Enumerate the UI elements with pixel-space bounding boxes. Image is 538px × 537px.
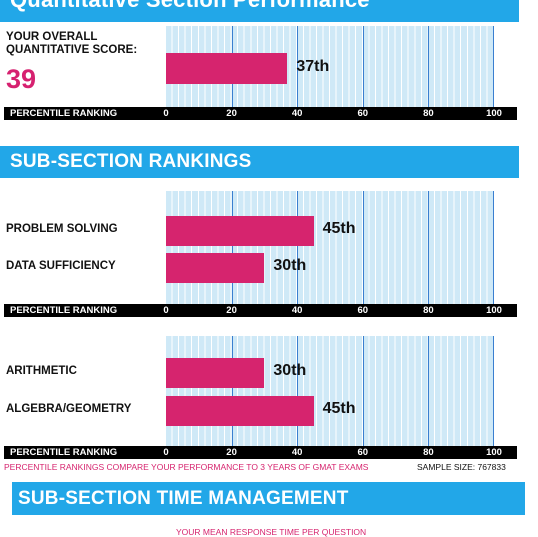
overall-percentile-chart bbox=[166, 26, 494, 107]
gridline bbox=[428, 26, 430, 107]
tick-label: 60 bbox=[357, 305, 369, 316]
overall-score-label-line1: YOUR OVERALL bbox=[6, 31, 98, 43]
overall-score-value: 39 bbox=[6, 64, 37, 94]
gridline bbox=[362, 191, 364, 304]
tick-label: 0 bbox=[163, 305, 169, 316]
tick-label: 100 bbox=[486, 108, 502, 119]
gridline bbox=[428, 336, 430, 446]
axis-title: PERCENTILE RANKING bbox=[10, 108, 118, 119]
subsection-chart-arith-alg bbox=[166, 336, 494, 446]
percentile-axis: PERCENTILE RANKING 0 20 40 60 80 100 bbox=[4, 107, 517, 120]
category-label: ARITHMETIC bbox=[6, 365, 77, 377]
tick-label: 80 bbox=[423, 108, 434, 119]
gridline bbox=[493, 336, 494, 446]
tick-label: 100 bbox=[486, 305, 502, 316]
axis-title: PERCENTILE RANKING bbox=[10, 305, 118, 316]
tick-label: 40 bbox=[291, 108, 303, 119]
axis-title: PERCENTILE RANKING bbox=[10, 447, 118, 458]
tick-label: 80 bbox=[423, 447, 434, 458]
percentile-bar bbox=[166, 396, 314, 426]
tick-label: 60 bbox=[357, 108, 369, 119]
percentile-bar bbox=[166, 216, 314, 246]
tick-label: 40 bbox=[291, 305, 303, 316]
tick-label: 60 bbox=[357, 447, 369, 458]
percentile-footnote: PERCENTILE RANKINGS COMPARE YOUR PERFORM… bbox=[4, 462, 369, 472]
tick-label: 40 bbox=[291, 447, 303, 458]
tick-label: 0 bbox=[163, 108, 169, 119]
response-time-caption: YOUR MEAN RESPONSE TIME PER QUESTION bbox=[176, 527, 367, 537]
gridline bbox=[297, 191, 299, 304]
percentile-bar bbox=[166, 358, 265, 388]
time-management-banner: SUB-SECTION TIME MANAGEMENT bbox=[12, 482, 525, 515]
gridline bbox=[362, 26, 364, 107]
percentile-bar bbox=[166, 253, 265, 283]
tick-label: 100 bbox=[486, 447, 502, 458]
tick-label: 20 bbox=[226, 447, 237, 458]
data-label: 30th bbox=[273, 257, 307, 274]
category-label: PROBLEM SOLVING bbox=[6, 223, 118, 235]
category-label: DATA SUFFICIENCY bbox=[6, 260, 116, 272]
gridline bbox=[493, 191, 494, 304]
tick-label: 20 bbox=[226, 108, 237, 119]
section-title-banner: Quantitative Section Performance bbox=[0, 0, 519, 22]
gridline bbox=[428, 191, 430, 304]
sample-size: SAMPLE SIZE: 767833 bbox=[417, 462, 506, 472]
overall-score-label: YOUR OVERALL QUANTITATIVE SCORE: bbox=[6, 31, 166, 57]
overall-score-label-line2: QUANTITATIVE SCORE: bbox=[6, 44, 138, 56]
tick-label: 80 bbox=[423, 305, 434, 316]
tick-label: 20 bbox=[226, 305, 237, 316]
percentile-axis: PERCENTILE RANKING 0 20 40 60 80 100 bbox=[4, 446, 517, 459]
data-label: 45th bbox=[322, 220, 356, 237]
data-label: 45th bbox=[322, 400, 356, 417]
gridline bbox=[231, 191, 233, 304]
data-label: 37th bbox=[296, 57, 330, 75]
data-label: 30th bbox=[273, 362, 307, 379]
category-label: ALGEBRA/GEOMETRY bbox=[6, 403, 132, 415]
gridline bbox=[231, 336, 233, 446]
gridline bbox=[493, 26, 494, 107]
percentile-axis: PERCENTILE RANKING 0 20 40 60 80 100 bbox=[4, 304, 517, 317]
percentile-bar bbox=[166, 53, 288, 84]
gridline bbox=[297, 336, 299, 446]
gridline bbox=[362, 336, 364, 446]
subsection-chart-ps-ds bbox=[166, 191, 494, 304]
subsection-rankings-banner: SUB-SECTION RANKINGS bbox=[0, 146, 519, 178]
gridline bbox=[297, 26, 299, 107]
tick-label: 0 bbox=[163, 447, 169, 458]
